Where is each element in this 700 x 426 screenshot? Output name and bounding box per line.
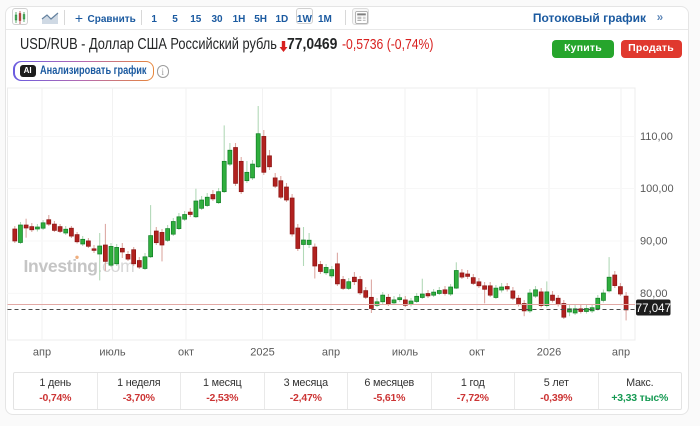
svg-text:апр: апр xyxy=(322,347,340,359)
svg-text:апр: апр xyxy=(612,347,630,359)
svg-text:июль: июль xyxy=(99,347,126,359)
svg-text:90,00: 90,00 xyxy=(640,235,668,247)
svg-text:2025: 2025 xyxy=(250,347,274,359)
svg-text:окт: окт xyxy=(469,347,485,359)
svg-text:июль: июль xyxy=(392,347,419,359)
svg-text:110,00: 110,00 xyxy=(640,131,673,143)
svg-text:апр: апр xyxy=(33,347,51,359)
svg-text:100,00: 100,00 xyxy=(640,183,674,195)
svg-text:окт: окт xyxy=(178,347,194,359)
svg-text:80,00: 80,00 xyxy=(640,288,668,300)
svg-text:2026: 2026 xyxy=(537,347,561,359)
svg-text:77,047: 77,047 xyxy=(636,303,671,315)
